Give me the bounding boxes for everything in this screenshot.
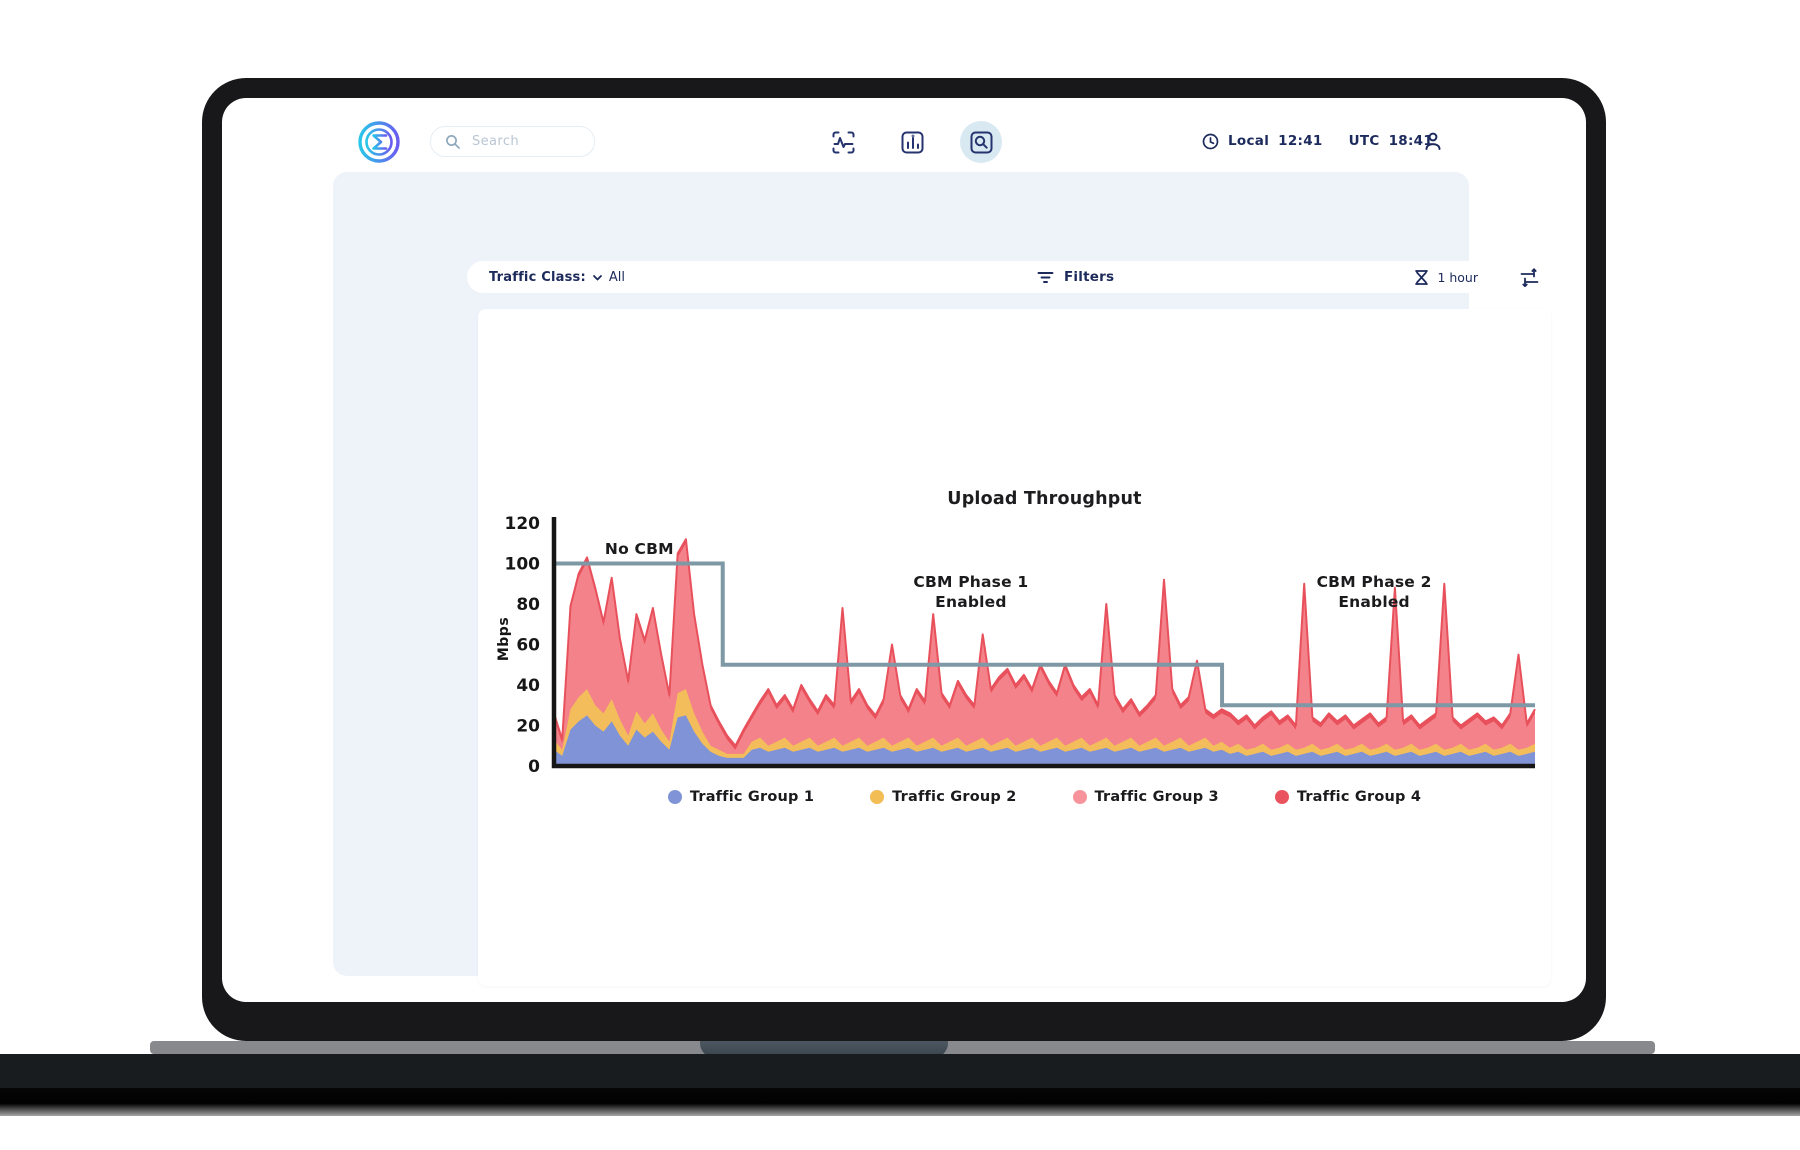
y-tick-label: 100 [505, 555, 541, 575]
utc-time-label: UTC [1348, 133, 1380, 149]
legend-label: Traffic Group 1 [689, 789, 815, 805]
y-tick-label: 40 [516, 676, 540, 696]
waveform-frame-icon[interactable] [822, 121, 864, 163]
local-time-value: 12:41 [1278, 133, 1323, 149]
local-time-label: Local [1228, 133, 1270, 149]
throughput-area-chart: 0 20 40 60 80 100 120 [505, 514, 1536, 777]
search-icon [445, 134, 461, 150]
legend-label: Traffic Group 2 [892, 789, 1017, 805]
traffic-class-label: Traffic Class: [489, 269, 586, 285]
chart-card: Upload Throughput Mbps 0 20 40 60 80 100 120 N… [478, 309, 1551, 986]
legend-dot [1072, 790, 1087, 804]
laptop-lid-notch [700, 1041, 948, 1058]
bar-chart-icon[interactable] [891, 121, 933, 163]
search-panel-icon[interactable] [960, 121, 1002, 163]
legend-dot [870, 790, 885, 804]
legend-item[interactable]: Traffic Group 3 [1072, 789, 1219, 805]
legend-item[interactable]: Traffic Group 2 [870, 789, 1016, 805]
search-box[interactable] [430, 126, 595, 157]
laptop-base-shadow [0, 1088, 1800, 1116]
y-tick-label: 60 [516, 636, 540, 656]
duration-label: 1 hour [1437, 269, 1478, 285]
clock-readout: Local 12:41 UTC 18:41 [1202, 128, 1433, 154]
app-logo[interactable] [357, 120, 401, 164]
nav-icon-group [822, 121, 1002, 163]
funnel-icon [1037, 269, 1054, 286]
laptop-base [0, 1054, 1800, 1088]
laptop-screen: Local 12:41 UTC 18:41 Traffic Class: All [222, 98, 1586, 1002]
filters-label: Filters [1064, 269, 1115, 285]
y-tick-label: 20 [516, 717, 540, 737]
y-tick-label: 0 [528, 757, 540, 777]
legend-dot [667, 790, 682, 804]
legend-label: Traffic Group 4 [1296, 789, 1422, 805]
legend-item[interactable]: Traffic Group 4 [1274, 789, 1422, 805]
chart-title: Upload Throughput [947, 489, 1142, 509]
y-tick-label: 80 [516, 595, 540, 615]
person-icon [1423, 131, 1443, 151]
chart-legend: Traffic Group 1 Traffic Group 2 Traffic Gr… [554, 789, 1535, 805]
filters-button[interactable]: Filters [1037, 261, 1114, 293]
legend-dot [1274, 790, 1289, 804]
duration-selector[interactable]: 1 hour [1414, 270, 1478, 285]
cbm-limit-line [554, 561, 1535, 708]
sliders-icon[interactable] [1520, 267, 1539, 287]
utc-time-value: 18:41 [1388, 133, 1434, 149]
sigma-ring-logo-icon [358, 121, 400, 163]
hourglass-icon [1414, 269, 1429, 285]
traffic-class-value: All [608, 269, 625, 285]
legend-item[interactable]: Traffic Group 1 [667, 789, 815, 805]
legend-label: Traffic Group 3 [1094, 789, 1219, 805]
user-account-button[interactable] [1418, 126, 1448, 156]
search-input[interactable] [470, 133, 584, 150]
clock-icon [1202, 133, 1219, 150]
chevron-down-icon [592, 272, 603, 283]
filter-bar: Traffic Class: All Filters 1 hour [467, 261, 1557, 293]
filterbar-right-group: 1 hour [1414, 261, 1539, 293]
dashboard-panel: Traffic Class: All Filters 1 hour [333, 172, 1557, 986]
y-tick-label: 120 [505, 514, 541, 534]
traffic-class-selector[interactable]: Traffic Class: All [489, 261, 625, 293]
